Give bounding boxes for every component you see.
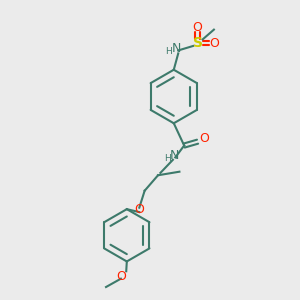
Text: O: O [116, 270, 126, 283]
Text: H: H [164, 154, 171, 163]
Text: O: O [134, 202, 144, 216]
Text: N: N [169, 149, 179, 162]
Text: N: N [172, 42, 182, 55]
Text: S: S [193, 36, 202, 50]
Text: H: H [165, 47, 172, 56]
Text: O: O [200, 132, 209, 145]
Text: O: O [193, 21, 202, 34]
Text: O: O [209, 37, 219, 50]
